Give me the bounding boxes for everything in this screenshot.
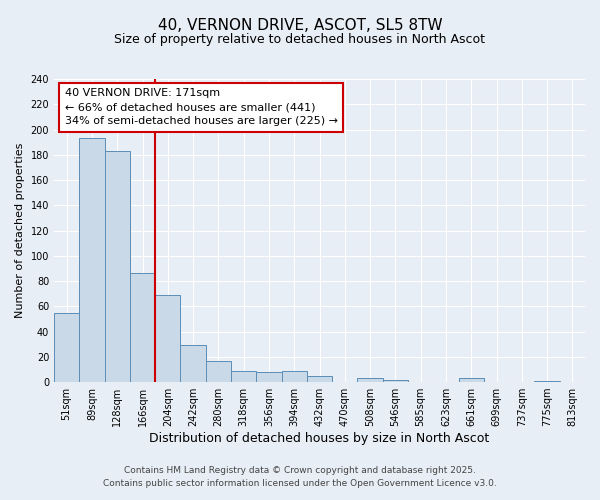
Bar: [231, 370, 256, 382]
Text: Size of property relative to detached houses in North Ascot: Size of property relative to detached ho…: [115, 32, 485, 46]
Y-axis label: Number of detached properties: Number of detached properties: [15, 143, 25, 318]
Bar: [54, 312, 79, 382]
Bar: [104, 151, 130, 382]
X-axis label: Distribution of detached houses by size in North Ascot: Distribution of detached houses by size …: [149, 432, 490, 445]
Text: Contains HM Land Registry data © Crown copyright and database right 2025.
Contai: Contains HM Land Registry data © Crown c…: [103, 466, 497, 487]
Bar: [206, 360, 231, 382]
Bar: [130, 274, 155, 382]
Bar: [256, 372, 281, 382]
Bar: [358, 378, 383, 382]
Text: 40, VERNON DRIVE, ASCOT, SL5 8TW: 40, VERNON DRIVE, ASCOT, SL5 8TW: [158, 18, 442, 32]
Bar: [181, 346, 206, 382]
Bar: [79, 138, 104, 382]
Text: 40 VERNON DRIVE: 171sqm
← 66% of detached houses are smaller (441)
34% of semi-d: 40 VERNON DRIVE: 171sqm ← 66% of detache…: [65, 88, 338, 126]
Bar: [383, 380, 408, 382]
Bar: [281, 370, 307, 382]
Bar: [155, 295, 181, 382]
Bar: [307, 376, 332, 382]
Bar: [458, 378, 484, 382]
Bar: [535, 381, 560, 382]
